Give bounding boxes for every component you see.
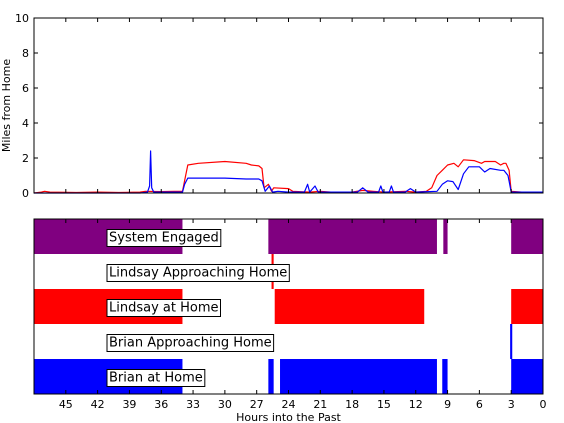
x-tick-label: 18 <box>345 398 359 411</box>
x-tick-label: 45 <box>59 398 73 411</box>
lane-segment <box>274 289 425 324</box>
x-tick-label: 27 <box>250 398 264 411</box>
series-line-2 <box>34 150 543 194</box>
y-axis-title: Miles from Home <box>0 59 13 152</box>
x-tick-label: 3 <box>508 398 515 411</box>
x-tick-label: 12 <box>409 398 423 411</box>
x-tick-label: 39 <box>122 398 136 411</box>
lane-label: Lindsay at Home <box>109 301 219 316</box>
lane-label-box <box>106 264 290 282</box>
x-tick-label: 42 <box>91 398 105 411</box>
presence-timeline: System Engaged Lindsay Approaching Home Li… <box>33 218 547 423</box>
y-tick-label: 4 <box>22 117 29 130</box>
lane-label-box <box>106 229 222 247</box>
x-tick-label: 21 <box>313 398 327 411</box>
lane-segment <box>268 359 274 394</box>
x-tick-label: 0 <box>540 398 547 411</box>
lane-label: Lindsay Approaching Home <box>109 266 287 281</box>
lane-segment <box>511 289 543 324</box>
lane-label: Brian Approaching Home <box>109 336 272 351</box>
lane-label: System Engaged <box>109 231 219 246</box>
lane-segment <box>511 219 543 254</box>
lane-segment <box>510 324 513 359</box>
lane-segment <box>268 219 437 254</box>
lane-label-box <box>106 334 275 352</box>
y-tick-label: 0 <box>22 187 29 200</box>
x-axis-title: Hours into the Past <box>236 411 341 423</box>
lane-segment <box>280 359 437 394</box>
lane-label: Brian at Home <box>109 371 203 386</box>
x-tick-label: 36 <box>154 398 168 411</box>
y-tick-label: 10 <box>15 12 29 25</box>
lane-segment <box>511 359 543 394</box>
lane-label-box <box>106 299 221 317</box>
x-tick-label: 33 <box>186 398 200 411</box>
series-line-1 <box>33 159 543 194</box>
distance-plot: 0 2 4 6 8 10 Miles from Home <box>0 12 544 200</box>
x-tick-label: 24 <box>282 398 296 411</box>
y-tick-label: 6 <box>22 82 29 95</box>
x-tick-label: 30 <box>218 398 232 411</box>
y-tick-label: 2 <box>22 152 29 165</box>
x-tick-label: 15 <box>377 398 391 411</box>
x-tick-label: 6 <box>476 398 483 411</box>
top-plot-frame <box>33 17 544 194</box>
lane-segment <box>443 219 448 254</box>
lane-label-box <box>106 369 206 387</box>
x-tick-label: 9 <box>444 398 451 411</box>
lane-segment <box>442 359 448 394</box>
y-tick-label: 8 <box>22 47 29 60</box>
